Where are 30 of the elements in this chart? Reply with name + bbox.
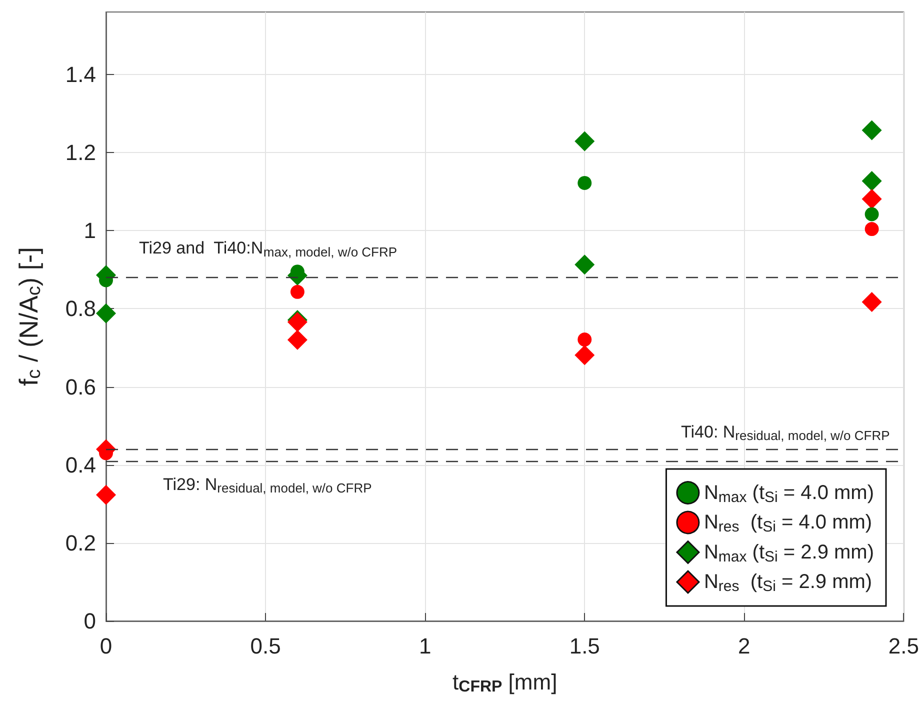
- x-tick-label: 2.5: [888, 634, 920, 658]
- point: [578, 176, 592, 190]
- point: [574, 254, 595, 275]
- point: [864, 207, 879, 222]
- x-tick-label: 1: [418, 634, 432, 658]
- point: [96, 303, 116, 324]
- point: [862, 120, 882, 140]
- y-tick-label: 0.6: [65, 374, 96, 400]
- point: [574, 345, 595, 366]
- point: [862, 292, 882, 312]
- x-tick-label: 0.5: [250, 634, 281, 658]
- y-tick-label: 0.4: [65, 452, 96, 478]
- point: [287, 330, 308, 350]
- x-tick-label: 1.5: [569, 634, 600, 658]
- point: [578, 332, 592, 347]
- y-tick-label: 0.2: [65, 530, 96, 556]
- y-tick-label: 0.8: [65, 296, 96, 322]
- y-axis-title: fc / (N/Ac) [-]: [14, 247, 45, 386]
- y-tick-label: 0: [84, 608, 96, 634]
- point: [574, 131, 595, 152]
- point: [864, 222, 879, 236]
- point: [862, 188, 882, 209]
- y-tick-label: 1.4: [65, 62, 96, 87]
- point: [290, 284, 304, 299]
- point: [96, 484, 116, 505]
- point: [862, 171, 882, 192]
- x-tick-label: 0: [100, 634, 112, 658]
- y-tick-label: 1: [84, 218, 96, 244]
- y-tick-label: 1.2: [65, 140, 96, 166]
- x-tick-label: 2: [738, 634, 750, 658]
